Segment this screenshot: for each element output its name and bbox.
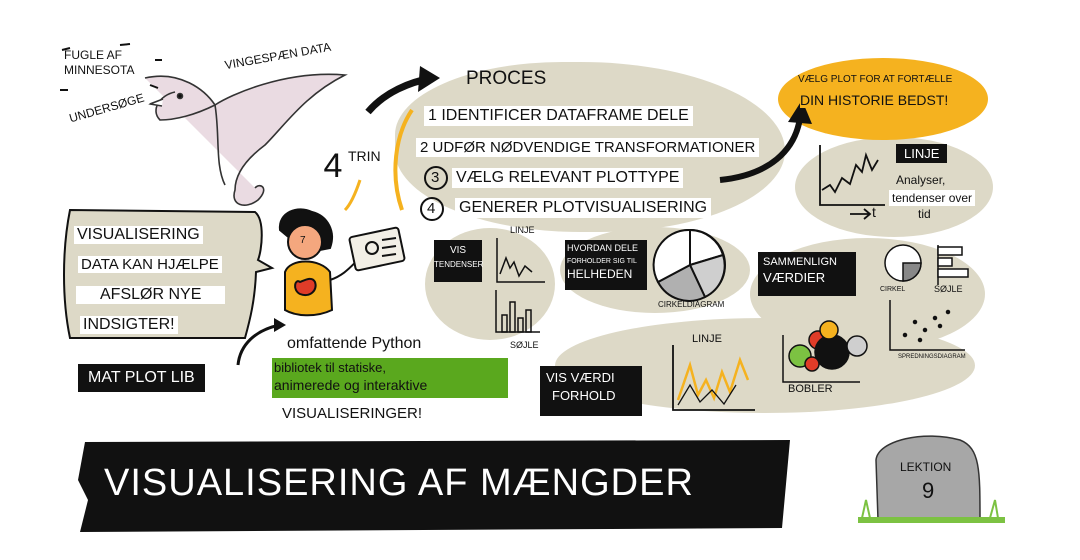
trend-caption-2: tendenser over: [889, 190, 976, 206]
python-green-highlight: [272, 358, 508, 398]
banner-title: VISUALISERING AF MÆNGDER: [104, 462, 694, 504]
step-4-text: GENERER PLOTVISUALISERING: [455, 198, 712, 218]
banner-background: [78, 440, 790, 532]
speech-line-3: AFSLØR NYE: [76, 286, 226, 304]
trend-label: LINJE: [896, 144, 948, 163]
parts-title-2: FORHOLDER SIG TIL: [567, 258, 637, 265]
step-3-text: VÆLG RELEVANT PLOTTYPE: [452, 168, 684, 188]
speech-line-4: INDSIGTER!: [80, 316, 178, 334]
vis-trends-title-1: VIS: [449, 245, 467, 256]
vis-trends-title: VIS TENDENSER: [434, 240, 484, 282]
step-3-circle: [424, 166, 448, 190]
relation-title-1: VIS VÆRDI: [546, 370, 615, 385]
speech-line-2: DATA KAN HJÆLPE: [78, 256, 222, 273]
arrow-to-story: [719, 117, 803, 183]
compare-charts: [884, 244, 969, 351]
parts-pie-chart: [652, 228, 726, 302]
vis-trends-title-2: TENDENSER: [434, 260, 484, 269]
story-line-1: VÆLG PLOT FOR AT FORTÆLLE: [798, 74, 953, 85]
vis-trends-line-label: LINJE: [510, 225, 535, 235]
compare-bar-label: SØJLE: [934, 284, 963, 294]
trend-caption-1: Analyser,: [896, 173, 946, 187]
compare-pie-label: CIRKEL: [880, 286, 906, 293]
relation-line-label: LINJE: [692, 333, 722, 345]
lesson-number: 9: [922, 478, 935, 503]
step-2: 2 UDFØR NØDVENDIGE TRANSFORMATIONER: [416, 138, 760, 157]
trend-axis-t: t: [872, 204, 876, 220]
trend-line-chart: [819, 145, 885, 220]
parts-title: HVORDAN DELE FORHOLDER SIG TIL HELHEDEN: [565, 240, 647, 290]
relation-line-chart: [672, 345, 755, 411]
trend-caption-3: tid: [918, 207, 931, 221]
arrow-to-process-head: [418, 66, 440, 92]
step-2-number: 2: [420, 139, 429, 156]
steps-count: 4: [312, 143, 354, 189]
relation-title-2: FORHOLD: [552, 388, 616, 403]
bubble-chart: [782, 320, 868, 383]
speech-line-1: VISUALISERING: [74, 226, 203, 244]
lesson-gravestone: [858, 435, 1005, 523]
parts-pie-label: CIRKELDIAGRAM: [658, 300, 725, 309]
step-3-number: 3: [431, 169, 440, 186]
arrow-to-story-head: [788, 100, 812, 124]
arrow-to-python-head: [274, 318, 286, 332]
parts-title-3: HELHEDEN: [567, 267, 633, 281]
matplotlib-label: MAT PLOT LIB: [78, 364, 205, 392]
lesson-label: LEKTION: [900, 460, 952, 474]
compare-title: SAMMENLIGN VÆRDIER: [758, 252, 856, 296]
step-4-number: 4: [427, 200, 436, 217]
python-line-1: omfattende Python: [283, 334, 426, 354]
process-heading: PROCES: [466, 68, 547, 89]
note-dashes: [60, 43, 162, 91]
bird-illustration: [144, 73, 348, 206]
step-1-text: IDENTIFICER DATAFRAME DELE: [441, 107, 689, 124]
person-illustration: [278, 208, 406, 317]
compare-title-2: VÆRDIER: [763, 270, 826, 285]
step-4-circle: [420, 197, 444, 221]
step-1-number: 1: [428, 107, 437, 124]
steps-word: TRIN: [348, 148, 381, 164]
step-2-text: UDFØR NØDVENDIGE TRANSFORMATIONER: [432, 139, 756, 156]
compare-scatter-label: SPREDNINGSDIAGRAM: [898, 354, 966, 360]
parts-title-1: HVORDAN DELE: [567, 243, 639, 253]
story-line-2: DIN HISTORIE BEDST!: [800, 92, 949, 108]
python-line-3: animerede og interaktive: [274, 377, 428, 393]
orange-bracket: [393, 108, 414, 211]
relation-bubble-label: BOBLER: [788, 383, 833, 395]
vis-trends-bar-label: SØJLE: [510, 340, 539, 350]
orange-bracket-left: [343, 179, 362, 212]
birds-note: FUGLE AF MINNESOTA: [64, 48, 135, 77]
relation-title: VIS VÆRDI FORHOLD: [540, 366, 642, 416]
person-badge: 7: [300, 235, 306, 246]
python-line-4: VISUALISERINGER!: [278, 404, 427, 423]
python-line-2: bibliotek til statiske,: [274, 360, 386, 375]
vis-trends-charts: [495, 238, 545, 333]
arrow-to-python: [236, 323, 281, 366]
step-1: 1 IDENTIFICER DATAFRAME DELE: [424, 106, 693, 126]
compare-title-1: SAMMENLIGN: [763, 256, 837, 268]
